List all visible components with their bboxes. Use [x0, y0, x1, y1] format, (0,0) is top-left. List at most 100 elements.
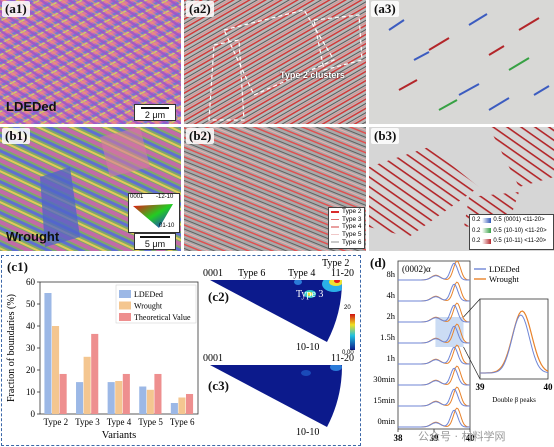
micrograph-b3: (b3) 0.2 0.5 (0001) <11-20> 0.2 0.5 (10-10) <…: [369, 127, 554, 251]
pf-colorbar-max: 20: [344, 305, 351, 311]
type-legend-label: Type 5: [342, 231, 362, 239]
type-legend-item: Type 5: [329, 231, 364, 239]
type-legend-label: Type 3: [342, 215, 362, 223]
type-legend-swatch: [331, 218, 339, 221]
legend-swatch: [119, 313, 131, 321]
xrd-curve-ldeded: [398, 325, 470, 344]
inset-connector: [463, 298, 481, 318]
xrd-legend-label: Wrought: [489, 274, 520, 284]
boundary-map-a2: [184, 0, 366, 124]
type-legend-swatch: [331, 211, 339, 213]
xrd-x-tick-label: 38: [394, 433, 404, 443]
pf-c2-sample: LDEDed: [232, 315, 275, 327]
variant-type-legend: Type 2 Type 3 Type 4 Type 5 Type 6: [328, 207, 365, 249]
y-tick-label: 20: [26, 365, 36, 375]
scalebar-b1-label: 5 μm: [144, 239, 166, 249]
ipf-color-key: 0001 -12-10 01-10: [128, 193, 180, 233]
slip-legend-desc: (10-11) <11-20>: [503, 238, 547, 245]
bar-wrought: [83, 356, 91, 414]
legend-label: Wrought: [134, 302, 163, 311]
inset-label: Double β peaks: [492, 396, 536, 404]
type-legend-swatch: [331, 233, 339, 236]
inset-x-tick-label: 40: [544, 382, 554, 392]
y-axis-label: Fraction of boundaries (%): [6, 294, 17, 402]
xrd-curve-ldeded: [398, 304, 470, 323]
slip-legend-swatch: [482, 217, 492, 223]
slip-legend-item: 0.2 0.5 (10-11) <11-20>: [470, 236, 553, 247]
bar-ldeded: [107, 382, 115, 414]
panel-label-c3: (c3): [208, 378, 229, 393]
micrograph-a1: (a1) LDEDed 2 μm: [0, 0, 181, 124]
type-legend-label: Type 2: [342, 208, 362, 216]
slip-legend-max: 0.5: [493, 227, 502, 234]
inset-connector: [463, 346, 481, 380]
highlight-region: [435, 317, 464, 347]
y-tick-label: 60: [26, 277, 36, 287]
pf-c2-type2: Type 2: [322, 258, 350, 269]
type-legend-item: Type 2: [329, 208, 364, 216]
time-label: 15min: [373, 395, 395, 405]
slip-trace-map-a3: [369, 0, 554, 124]
ebsd-map-a1: [0, 0, 181, 124]
legend-swatch: [119, 301, 131, 310]
type-legend-item: Type 6: [329, 238, 364, 246]
slip-legend-desc: (0001) <11-20>: [503, 217, 545, 224]
bar-theoretical-value: [122, 373, 130, 414]
type-legend-item: Type 3: [329, 216, 364, 224]
bar-wrought: [178, 397, 186, 414]
boundary-fraction-bar-chart: 0 10 20 30 40 50 60 Type 2 Type 3 Type 4 Type 5 Typ…: [6, 277, 199, 441]
y-tick-label: 30: [26, 343, 36, 353]
panel-label-d: (d): [367, 255, 389, 271]
pf-c3-11-20: 11-20: [331, 353, 354, 364]
type-legend-label: Type 4: [342, 223, 362, 231]
legend-label: Theoretical Value: [134, 313, 191, 322]
legend-swatch: [119, 290, 131, 298]
pf-c3-sample: Wrought: [232, 402, 278, 414]
slip-legend-desc: (10-10) <11-20>: [503, 227, 547, 234]
pf-c3-0001: 0001: [203, 353, 223, 364]
scalebar-a1: 2 μm: [134, 104, 176, 121]
scalebar-a1-label: 2 μm: [144, 110, 166, 120]
inset-curve-ldeded: [480, 314, 549, 374]
bar-wrought: [146, 389, 154, 414]
y-tick-label: 40: [26, 321, 36, 331]
pf-colorbar-min: 0.00: [342, 350, 354, 356]
pole-figure-c3: [210, 365, 343, 427]
slip-legend-min: 0.2: [472, 217, 481, 224]
time-label: 0min: [378, 416, 396, 426]
time-label: 4h: [387, 290, 396, 300]
type-legend-swatch: [331, 241, 339, 243]
xrd-curve-ldeded: [398, 388, 470, 407]
x-tick-label: Type 6: [170, 417, 195, 427]
type-legend-item: Type 4: [329, 223, 364, 231]
pf-c2-type4: Type 4: [288, 268, 316, 279]
micrograph-a2: (a2) Type 2 clusters: [184, 0, 366, 124]
x-tick-label: Type 4: [107, 417, 132, 427]
slip-legend-min: 0.2: [472, 227, 481, 234]
watermark: 公众号 · 材料学网: [418, 430, 506, 443]
xrd-peak-chart: 8h 4h 2h 1.5h 1h 30min 15min 0min 38 39 40 (0002)α L…: [373, 260, 554, 443]
scalebar-b1: 5 μm: [134, 233, 176, 250]
micrograph-b1: (b1) Wrought 0001 -12-10 01-10 5 μm: [0, 127, 181, 251]
ipf-key-12-10: -12-10: [156, 194, 174, 200]
panel-label-b3: (b3): [371, 128, 400, 144]
time-label: 1.5h: [380, 332, 396, 342]
type-legend-label: Type 6: [342, 238, 362, 246]
panel-label-c2: (c2): [208, 289, 229, 304]
y-tick-label: 10: [26, 387, 36, 397]
type-legend-swatch: [331, 226, 339, 228]
time-label: 8h: [387, 269, 396, 279]
ipf-key-0001: 0001: [130, 194, 144, 200]
bar-ldeded: [139, 386, 147, 414]
bar-ldeded: [170, 403, 178, 414]
bar-wrought: [115, 381, 123, 414]
bar-legend: LDEDed Wrought Theoretical Value: [115, 284, 197, 324]
inset-frame: [479, 298, 549, 380]
y-tick-label: 50: [26, 299, 36, 309]
xrd-x-tick-label: 39: [430, 433, 440, 443]
time-label: 30min: [373, 374, 395, 384]
y-tick-label: 0: [31, 409, 36, 419]
ebsd-map-b1: [0, 127, 181, 251]
bar-theoretical-value: [154, 373, 162, 414]
x-tick-label: Type 3: [75, 417, 100, 427]
